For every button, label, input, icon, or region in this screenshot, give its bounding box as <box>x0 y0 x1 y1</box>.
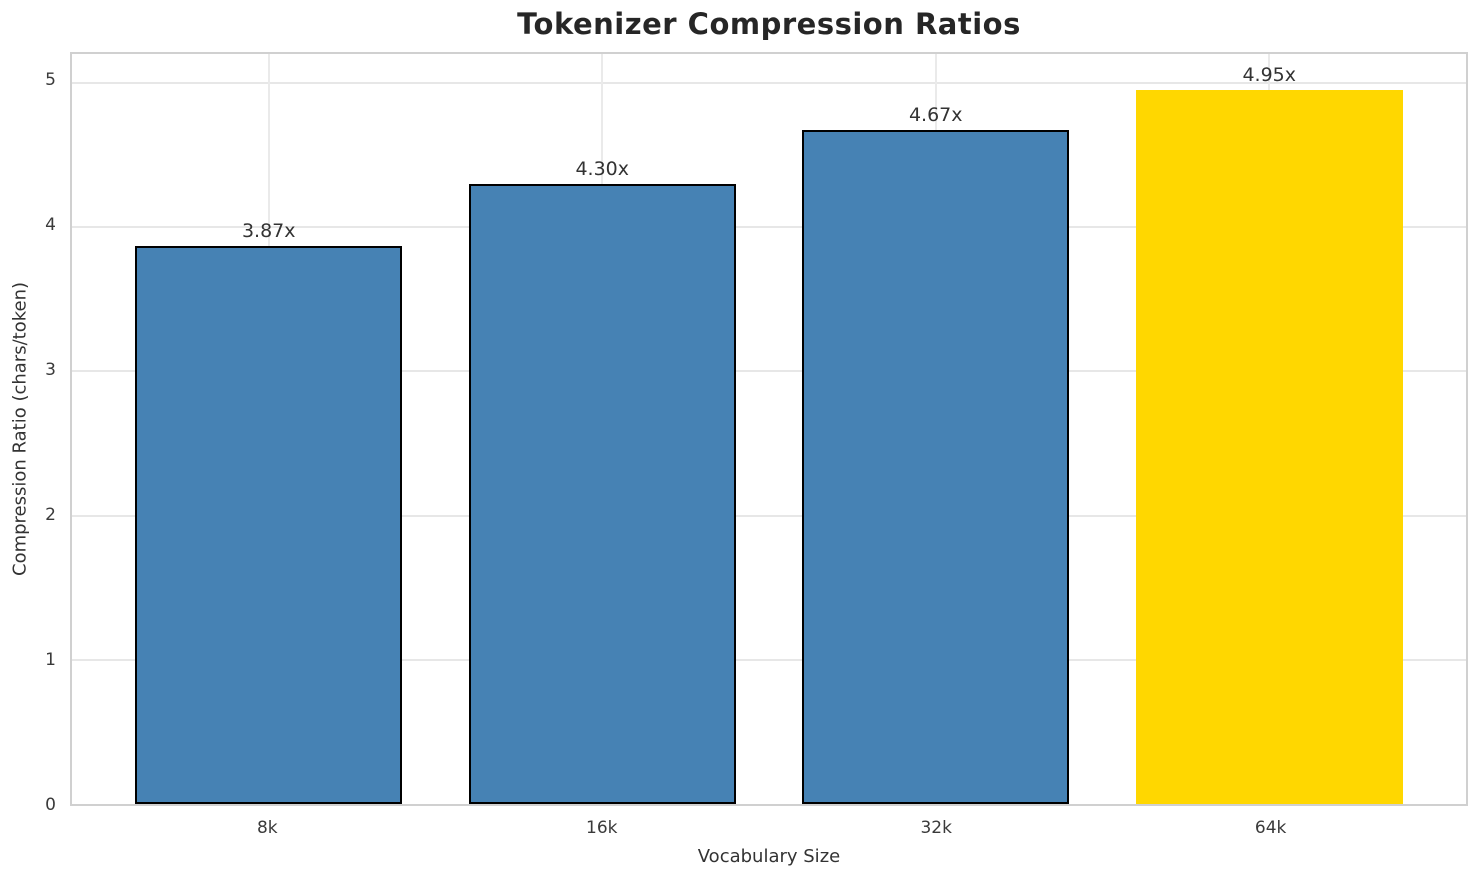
bar-value-label: 3.87x <box>241 219 296 242</box>
y-axis-label: Compression Ratio (chars/token) <box>9 282 31 577</box>
gridline-horizontal <box>72 370 1466 373</box>
chart-title: Tokenizer Compression Ratios <box>517 7 1021 41</box>
y-tick-label: 5 <box>45 70 56 90</box>
y-tick-label: 2 <box>45 505 56 525</box>
bar-16k <box>468 183 736 804</box>
y-tick-label: 1 <box>45 650 56 670</box>
y-tick-label: 4 <box>45 215 56 235</box>
bar-32k <box>802 130 1070 804</box>
x-tick-label: 8k <box>256 818 278 838</box>
y-tick-label: 3 <box>45 360 56 380</box>
gridline-horizontal <box>72 658 1466 661</box>
bar-value-label: 4.30x <box>575 157 630 180</box>
bar-8k <box>135 245 403 804</box>
x-tick-label: 32k <box>920 818 952 838</box>
gridline-horizontal <box>72 514 1466 517</box>
x-axis-label: Vocabulary Size <box>697 846 841 867</box>
x-tick-label: 64k <box>1254 818 1287 838</box>
gridline-horizontal <box>72 81 1466 84</box>
bar-64k <box>1135 90 1403 804</box>
bar-value-label: 4.95x <box>1242 64 1297 87</box>
gridline-horizontal <box>72 226 1466 229</box>
x-tick-label: 16k <box>586 818 618 838</box>
plot-area: 3.87x 4.30x 4.67x 4.95x <box>70 52 1468 806</box>
bar-value-label: 4.67x <box>908 104 963 127</box>
y-tick-label: 0 <box>45 795 56 815</box>
